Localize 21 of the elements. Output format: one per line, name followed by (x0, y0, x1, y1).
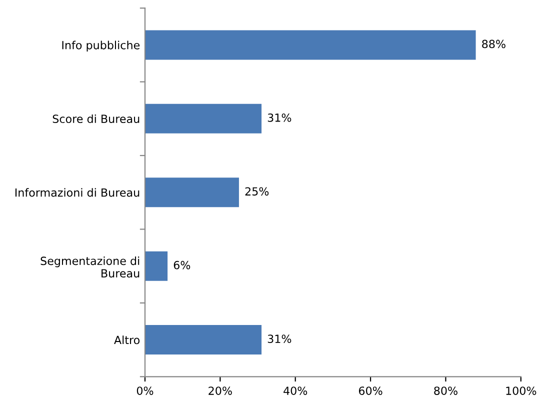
x-tick-label: 20% (208, 386, 232, 395)
y-tick-label: Info pubbliche (62, 40, 140, 52)
x-tick-label: 40% (284, 386, 308, 395)
bar (144, 104, 262, 134)
x-tick-label: 60% (358, 386, 382, 395)
bar (144, 251, 168, 281)
y-tick-label: Informazioni di Bureau (15, 188, 140, 197)
y-tick-label: Segmentazione di Bureau (40, 256, 140, 278)
x-tick-label: 80% (434, 386, 458, 395)
data-label: 88% (482, 40, 506, 48)
data-label: 31% (268, 334, 292, 344)
y-tick-label: Score di Bureau (52, 114, 140, 124)
data-label: 6% (174, 260, 190, 270)
x-tick-label: 0% (136, 386, 154, 395)
bar (144, 325, 262, 355)
data-label: 25% (245, 187, 269, 196)
data-label: 31% (268, 113, 292, 122)
x-tick-label: 100% (506, 386, 536, 395)
y-tick-label: Altro (114, 336, 140, 344)
bar (144, 30, 476, 60)
bar (144, 178, 239, 208)
